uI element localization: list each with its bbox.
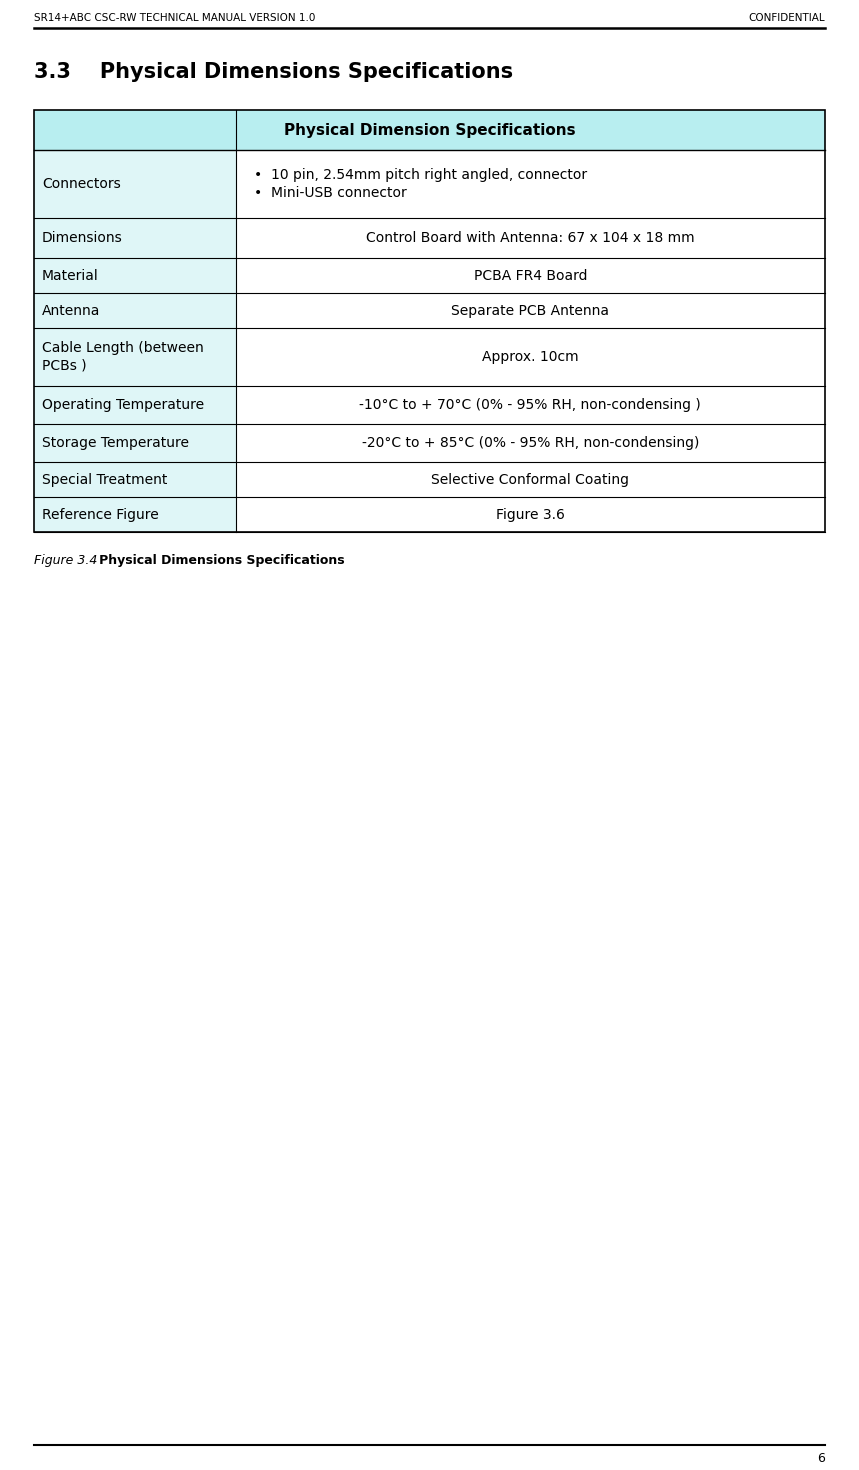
Text: SR14+ABC CSC-RW TECHNICAL MANUAL VERSION 1.0: SR14+ABC CSC-RW TECHNICAL MANUAL VERSION… (34, 13, 315, 24)
Bar (235, 259, 825, 293)
Text: Cable Length (between
PCBs ): Cable Length (between PCBs ) (42, 341, 204, 373)
Bar (235, 387, 825, 423)
Bar (235, 218, 825, 259)
Text: Operating Temperature: Operating Temperature (42, 398, 204, 412)
Text: Material: Material (42, 269, 99, 282)
Text: Connectors: Connectors (42, 176, 121, 191)
Text: Storage Temperature: Storage Temperature (42, 437, 189, 450)
Bar (235, 462, 825, 497)
Text: 6: 6 (817, 1451, 825, 1464)
Bar (235, 293, 825, 328)
Text: 3.3    Physical Dimensions Specifications: 3.3 Physical Dimensions Specifications (34, 62, 513, 82)
Text: Separate PCB Antenna: Separate PCB Antenna (451, 303, 609, 318)
Bar (235, 150, 825, 218)
Bar (34, 110, 825, 532)
Bar (235, 423, 825, 462)
Text: Dimensions: Dimensions (42, 231, 123, 245)
Text: -20°C to + 85°C (0% - 95% RH, non-condensing): -20°C to + 85°C (0% - 95% RH, non-conden… (362, 437, 699, 450)
Text: Control Board with Antenna: 67 x 104 x 18 mm: Control Board with Antenna: 67 x 104 x 1… (366, 231, 695, 245)
Text: Physical Dimensions Specifications: Physical Dimensions Specifications (86, 554, 344, 566)
Bar (34, 110, 825, 532)
Text: Physical Dimension Specifications: Physical Dimension Specifications (283, 122, 576, 138)
Text: Reference Figure: Reference Figure (42, 507, 159, 522)
Text: Figure 3.6: Figure 3.6 (496, 507, 564, 522)
Text: Figure 3.4: Figure 3.4 (34, 554, 97, 566)
Text: Special Treatment: Special Treatment (42, 472, 168, 487)
Bar (235, 328, 825, 387)
Text: CONFIDENTIAL: CONFIDENTIAL (748, 13, 825, 24)
Text: -10°C to + 70°C (0% - 95% RH, non-condensing ): -10°C to + 70°C (0% - 95% RH, non-conden… (359, 398, 701, 412)
Bar (34, 110, 825, 150)
Text: PCBA FR4 Board: PCBA FR4 Board (473, 269, 587, 282)
Text: Antenna: Antenna (42, 303, 101, 318)
Text: •  10 pin, 2.54mm pitch right angled, connector
•  Mini-USB connector: • 10 pin, 2.54mm pitch right angled, con… (253, 168, 587, 200)
Bar (235, 497, 825, 532)
Text: Selective Conformal Coating: Selective Conformal Coating (431, 472, 630, 487)
Text: Approx. 10cm: Approx. 10cm (482, 350, 579, 365)
